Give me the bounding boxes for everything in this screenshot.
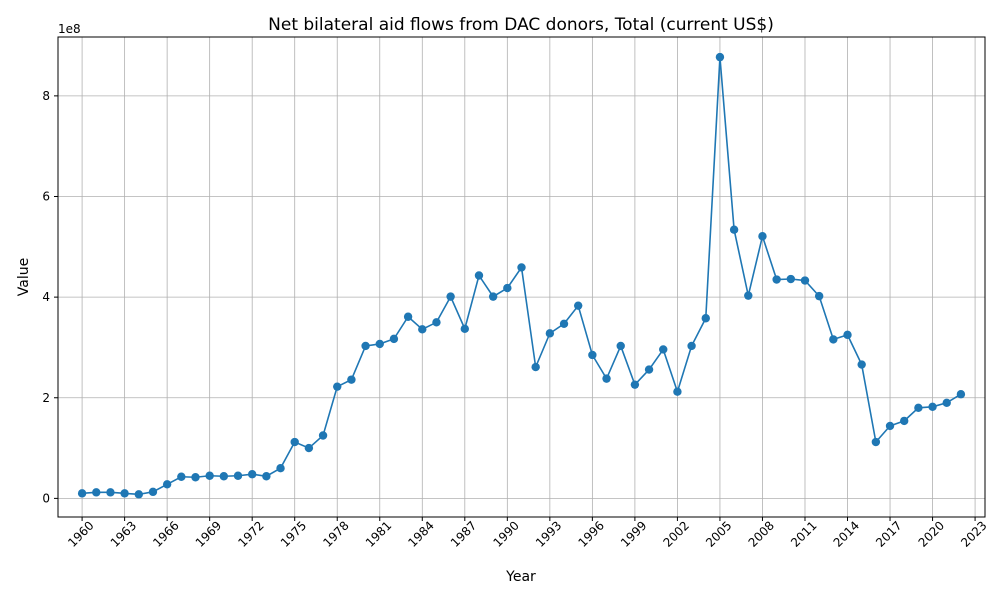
data-point-1995 (573, 301, 583, 310)
data-point-1980 (361, 341, 370, 351)
data-point-1973 (262, 472, 271, 481)
data-point-1999 (630, 380, 640, 389)
data-point-2022 (956, 390, 966, 399)
data-point-2011 (800, 276, 810, 285)
data-point-1991 (517, 263, 526, 272)
data-point-1994 (559, 319, 569, 328)
data-point-1997 (602, 374, 611, 383)
data-point-2012 (814, 291, 824, 301)
data-point-1961 (92, 488, 101, 497)
data-point-2018 (900, 416, 909, 426)
data-point-1965 (148, 487, 158, 497)
data-point-2005 (715, 52, 725, 62)
y-tick-label: 2 (42, 391, 50, 405)
y-tick-label: 6 (42, 189, 50, 203)
data-point-1982 (389, 334, 399, 344)
data-point-2004 (701, 314, 710, 323)
data-point-2013 (829, 335, 838, 344)
data-point-1989 (488, 292, 498, 301)
data-point-1985 (432, 318, 441, 327)
data-point-1992 (531, 362, 540, 372)
data-point-1974 (276, 463, 285, 473)
data-point-1979 (347, 375, 356, 384)
chart-title: Net bilateral aid flows from DAC donors,… (268, 15, 774, 35)
data-point-1962 (106, 488, 115, 497)
data-point-2009 (772, 275, 781, 284)
y-axis: 0 2 4 6 8 (42, 89, 58, 505)
data-point-2021 (942, 398, 951, 407)
data-point-1976 (304, 443, 314, 453)
y-tick-label: 8 (42, 89, 50, 103)
data-points (77, 52, 966, 499)
data-point-1978 (333, 382, 342, 391)
data-point-2006 (729, 225, 739, 234)
data-point-1960 (77, 489, 87, 498)
data-point-1975 (290, 437, 299, 447)
data-point-2007 (744, 291, 753, 300)
data-point-1971 (233, 471, 243, 480)
plot-area-border (57, 36, 986, 518)
data-point-2008 (758, 232, 767, 241)
y-axis-label: Value (16, 258, 32, 296)
data-point-2002 (673, 387, 682, 396)
data-point-2017 (885, 421, 895, 431)
data-point-2010 (786, 274, 796, 284)
y-tick-label: 4 (42, 290, 50, 304)
data-point-1967 (177, 472, 186, 481)
y-tick-label: 0 (42, 491, 50, 505)
data-point-2020 (928, 402, 937, 412)
data-point-2001 (659, 345, 668, 354)
data-point-2003 (687, 341, 696, 351)
data-point-1968 (191, 473, 200, 482)
data-point-1987 (460, 324, 470, 334)
data-point-1984 (418, 325, 427, 334)
data-point-2016 (871, 437, 881, 447)
data-point-1963 (120, 489, 129, 498)
data-point-1970 (219, 472, 229, 481)
data-point-2014 (843, 330, 852, 340)
data-point-1990 (503, 283, 512, 293)
x-axis-label: Year (505, 569, 536, 585)
data-point-1986 (446, 292, 455, 301)
data-point-1988 (474, 271, 484, 280)
data-point-1964 (134, 490, 143, 499)
data-point-2015 (857, 360, 866, 369)
data-point-1998 (616, 341, 625, 351)
data-point-1981 (375, 339, 384, 349)
data-point-2000 (644, 365, 654, 374)
data-point-1996 (588, 350, 597, 360)
data-point-1966 (162, 480, 172, 489)
data-point-1993 (545, 329, 555, 338)
data-point-1977 (318, 431, 328, 440)
data-point-1983 (403, 312, 413, 321)
data-point-1972 (247, 470, 257, 479)
data-point-2019 (914, 403, 923, 413)
y-axis-multiplier: 1e8 (58, 22, 81, 36)
data-point-1969 (205, 471, 214, 480)
